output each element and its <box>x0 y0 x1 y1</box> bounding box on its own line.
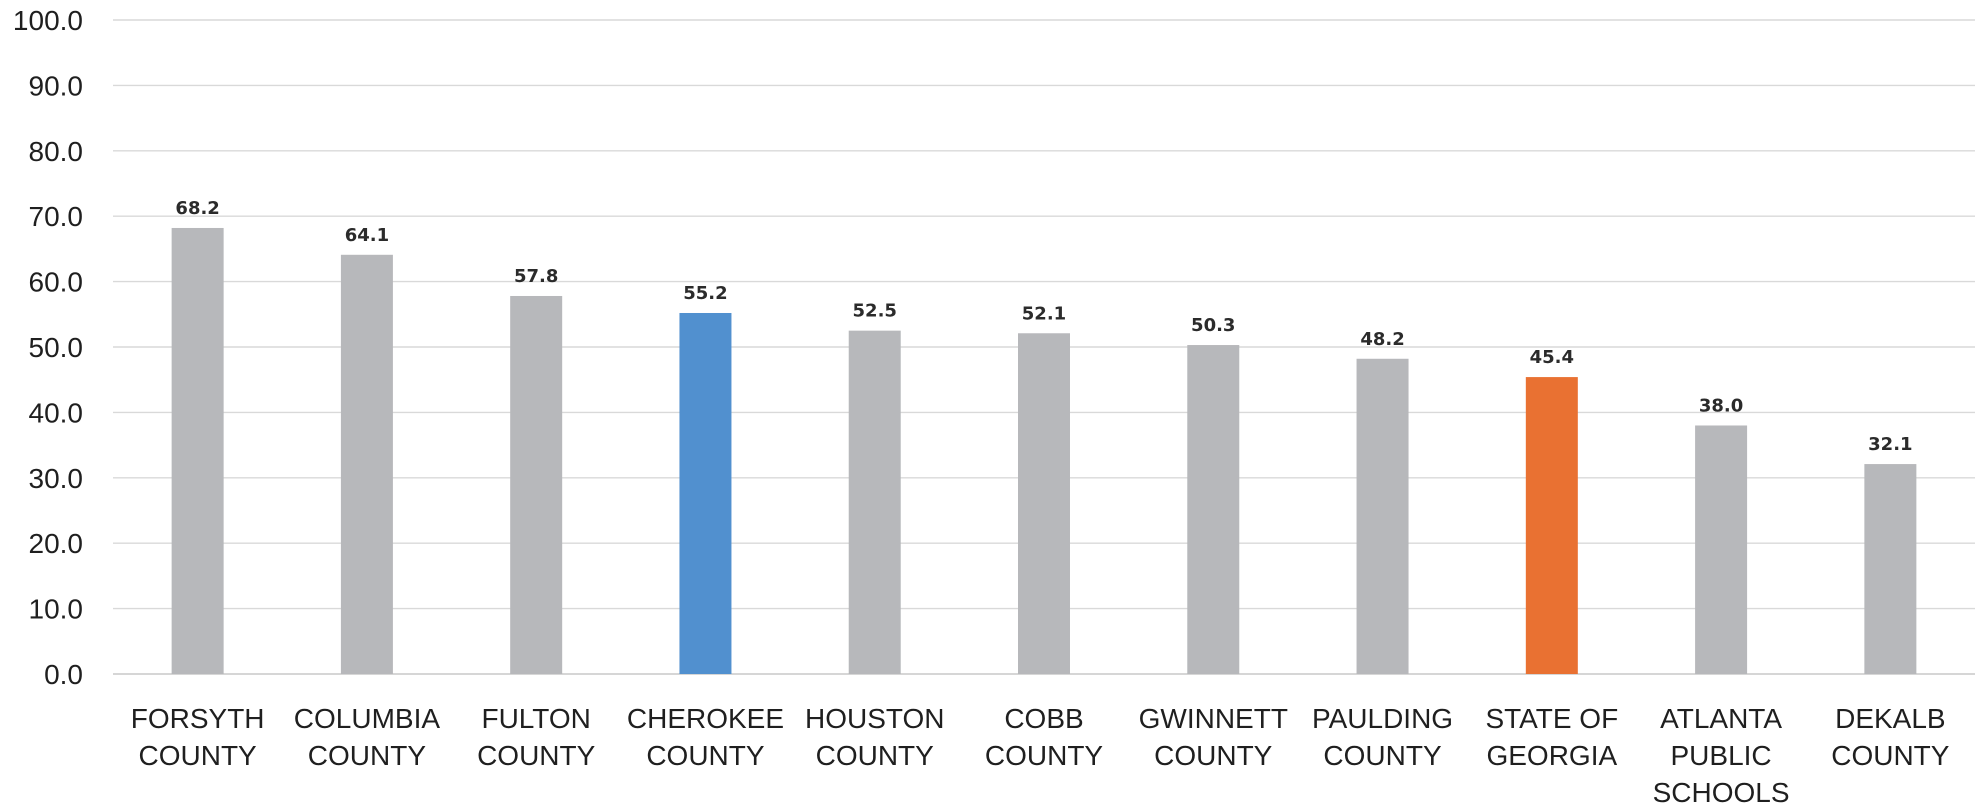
x-category-label: DEKALB COUNTY <box>1831 703 1950 771</box>
bar <box>1695 425 1748 674</box>
data-label: 32.1 <box>1868 434 1912 455</box>
bars <box>171 227 1917 675</box>
bar <box>1864 464 1917 674</box>
bar <box>1018 333 1070 674</box>
data-label: 64.1 <box>345 225 389 246</box>
y-tick-label: 100.0 <box>13 5 83 36</box>
x-category-label: GWINNETT COUNTY <box>1139 703 1288 771</box>
bar <box>1356 358 1409 674</box>
y-axis-ticks: 0.0 10.0 20.0 30.0 40.0 50.0 60.0 70.0 80.0 90.0 1… <box>13 5 83 690</box>
y-tick-label: 60.0 <box>29 267 84 298</box>
x-category-label: FORSYTH COUNTY <box>131 703 265 771</box>
y-tick-label: 20.0 <box>29 528 84 559</box>
data-label: 68.2 <box>175 198 219 219</box>
data-label: 52.5 <box>853 301 897 322</box>
bar <box>1187 345 1240 674</box>
data-label: 52.1 <box>1022 303 1066 324</box>
data-label: 38.0 <box>1699 395 1743 416</box>
x-category-label: STATE OF GEORGIA <box>1485 703 1618 771</box>
x-category-label: HOUSTON COUNTY <box>805 703 945 771</box>
y-tick-label: 0.0 <box>44 659 83 690</box>
y-tick-label: 30.0 <box>29 463 84 494</box>
x-category-label: PAULDING COUNTY <box>1312 703 1453 771</box>
data-label: 50.3 <box>1191 315 1235 336</box>
y-tick-label: 50.0 <box>29 332 84 363</box>
x-axis-categories: FORSYTH COUNTY COLUMBIA COUNTY FULTON COUNTY C… <box>131 703 1950 807</box>
y-tick-label: 10.0 <box>29 594 84 625</box>
y-tick-label: 70.0 <box>29 201 84 232</box>
bar <box>510 295 563 674</box>
data-label: 45.4 <box>1530 347 1574 368</box>
bar <box>1525 377 1578 674</box>
x-category-label: FULTON COUNTY <box>477 703 596 771</box>
data-label: 55.2 <box>683 283 727 304</box>
x-category-label: ATLANTA PUBLIC SCHOOLS <box>1653 703 1790 807</box>
y-tick-label: 90.0 <box>29 70 84 101</box>
x-category-label: COBB COUNTY <box>985 703 1104 771</box>
bar <box>848 330 901 674</box>
data-label: 48.2 <box>1360 329 1404 350</box>
x-category-label: CHEROKEE COUNTY <box>627 703 784 771</box>
x-category-label: COLUMBIA COUNTY <box>294 703 441 771</box>
data-labels: 68.2 64.1 57.8 55.2 52.5 52.1 50.3 48.2 45.4 38.0… <box>175 198 1912 455</box>
y-tick-label: 40.0 <box>29 397 84 428</box>
data-label: 57.8 <box>514 266 558 287</box>
bar <box>171 227 224 675</box>
bar <box>340 254 393 674</box>
y-tick-label: 80.0 <box>29 136 84 167</box>
bar <box>679 312 732 674</box>
